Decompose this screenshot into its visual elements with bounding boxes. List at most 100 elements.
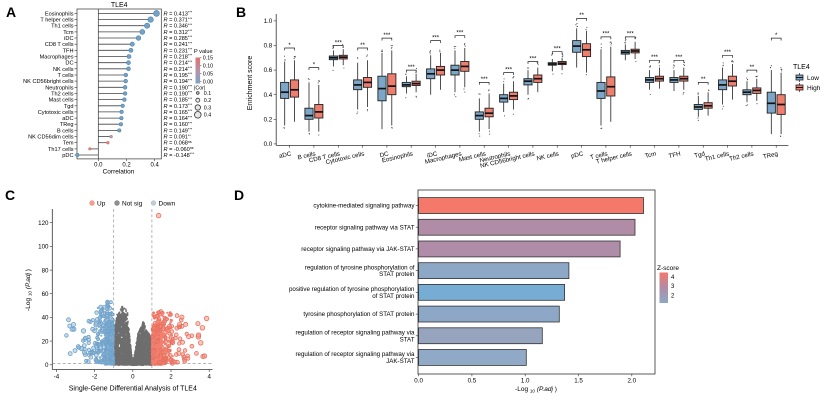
svg-text:***: *** bbox=[408, 65, 416, 71]
svg-text:120: 120 bbox=[38, 220, 49, 227]
svg-text:Neutrophils: Neutrophils bbox=[45, 85, 73, 91]
svg-text:R = 0.068ns: R = 0.068ns bbox=[164, 140, 192, 147]
svg-text:R = -0.060ns: R = -0.060ns bbox=[164, 146, 194, 153]
svg-text:**: ** bbox=[750, 65, 755, 71]
svg-text:Low: Low bbox=[807, 75, 819, 82]
svg-text:TLE4: TLE4 bbox=[793, 64, 810, 71]
svg-text:Up: Up bbox=[97, 200, 106, 207]
svg-text:pDC: pDC bbox=[62, 153, 73, 159]
svg-text:Single-Gene Differential Analy: Single-Gene Differential Analysis of TLE… bbox=[69, 386, 197, 393]
svg-text:TReg: TReg bbox=[60, 122, 74, 128]
svg-text:Macrophages: Macrophages bbox=[40, 55, 74, 61]
svg-text:***: *** bbox=[627, 32, 635, 38]
svg-text:*: * bbox=[313, 62, 316, 68]
svg-text:Tcm: Tcm bbox=[644, 151, 657, 160]
svg-text:***: *** bbox=[651, 55, 659, 61]
svg-text:0.2: 0.2 bbox=[264, 116, 273, 123]
svg-text:R = 0.231***: R = 0.231*** bbox=[164, 48, 193, 55]
svg-text:|Cor|: |Cor| bbox=[194, 86, 205, 92]
svg-text:TFH: TFH bbox=[668, 151, 681, 161]
svg-text:B cells: B cells bbox=[297, 151, 316, 162]
svg-text:80: 80 bbox=[42, 267, 49, 274]
svg-text:TReg: TReg bbox=[762, 150, 779, 160]
svg-text:NK cells: NK cells bbox=[53, 67, 74, 73]
svg-text:***: *** bbox=[481, 77, 489, 83]
svg-text:R = 0.164***: R = 0.164*** bbox=[164, 115, 193, 122]
svg-text:R = 0.160***: R = 0.160*** bbox=[164, 121, 193, 128]
svg-text:Th2 cells: Th2 cells bbox=[51, 92, 74, 98]
svg-text:DC: DC bbox=[379, 150, 390, 159]
svg-text:***: *** bbox=[335, 40, 343, 46]
svg-text:C: C bbox=[5, 187, 15, 203]
svg-text:**: ** bbox=[701, 77, 706, 83]
svg-text:High: High bbox=[807, 85, 821, 92]
svg-text:R = 0.149***: R = 0.149*** bbox=[164, 128, 193, 135]
svg-text:R = 0.214***: R = 0.214*** bbox=[164, 60, 193, 67]
svg-text:0.00: 0.00 bbox=[203, 79, 213, 85]
svg-text:0.3: 0.3 bbox=[204, 105, 211, 111]
svg-text:*: * bbox=[775, 33, 778, 39]
svg-text:Th1 cells: Th1 cells bbox=[704, 151, 730, 163]
svg-text:T helper cells: T helper cells bbox=[40, 18, 73, 24]
svg-text:***: *** bbox=[383, 33, 391, 39]
svg-text:20: 20 bbox=[42, 338, 49, 345]
svg-text:Tgd: Tgd bbox=[64, 104, 74, 110]
svg-text:P value: P value bbox=[194, 49, 213, 55]
svg-text:***: *** bbox=[554, 47, 562, 53]
svg-text:***: *** bbox=[505, 67, 513, 73]
svg-text:pDC: pDC bbox=[570, 150, 584, 160]
svg-text:0.1: 0.1 bbox=[204, 91, 211, 97]
svg-text:R = 0.214***: R = 0.214*** bbox=[164, 66, 193, 73]
svg-text:R = 0.371***: R = 0.371*** bbox=[164, 17, 193, 24]
svg-text:R = 0.091**: R = 0.091** bbox=[164, 134, 192, 141]
svg-text:Tgd: Tgd bbox=[694, 150, 707, 159]
svg-text:R = 0.346***: R = 0.346*** bbox=[164, 23, 193, 30]
svg-text:R = 0.241***: R = 0.241*** bbox=[164, 41, 193, 48]
svg-text:-2: -2 bbox=[92, 373, 98, 380]
svg-text:60: 60 bbox=[42, 291, 49, 298]
svg-text:R = 0.312***: R = 0.312*** bbox=[164, 29, 193, 36]
svg-text:0.8: 0.8 bbox=[264, 43, 273, 50]
svg-text:0.2: 0.2 bbox=[122, 163, 131, 169]
svg-text:NK CD56dim cells: NK CD56dim cells bbox=[28, 135, 74, 141]
svg-text:R = 0.218***: R = 0.218*** bbox=[164, 54, 193, 61]
svg-text:0.4: 0.4 bbox=[204, 113, 211, 119]
svg-text:0.0: 0.0 bbox=[264, 141, 273, 148]
svg-text:NK cells: NK cells bbox=[536, 151, 560, 163]
svg-text:40: 40 bbox=[42, 315, 49, 322]
svg-text:R = 0.190***: R = 0.190*** bbox=[164, 85, 193, 92]
svg-text:***: *** bbox=[529, 56, 537, 62]
svg-text:100: 100 bbox=[38, 244, 49, 251]
svg-text:R = 0.173***: R = 0.173*** bbox=[164, 103, 193, 110]
svg-text:R = 0.285***: R = 0.285*** bbox=[164, 35, 193, 42]
svg-text:**: ** bbox=[579, 13, 584, 19]
svg-text:R = 0.413***: R = 0.413*** bbox=[164, 11, 193, 18]
svg-text:R = 0.190***: R = 0.190*** bbox=[164, 91, 193, 98]
svg-text:0.6: 0.6 bbox=[264, 67, 273, 74]
svg-text:Correlation: Correlation bbox=[103, 169, 135, 176]
svg-text:aDC: aDC bbox=[62, 116, 73, 122]
svg-text:0: 0 bbox=[45, 362, 49, 369]
svg-text:1.0: 1.0 bbox=[264, 18, 273, 25]
svg-text:Not sig: Not sig bbox=[122, 200, 143, 207]
svg-text:0.2: 0.2 bbox=[204, 98, 211, 104]
svg-text:iDC: iDC bbox=[426, 150, 438, 159]
svg-text:Th2 cells: Th2 cells bbox=[729, 151, 755, 163]
svg-text:Eosinophils: Eosinophils bbox=[45, 11, 74, 17]
svg-text:***: *** bbox=[456, 31, 464, 37]
svg-text:TLE4: TLE4 bbox=[111, 2, 128, 9]
svg-text:-4: -4 bbox=[54, 373, 60, 380]
svg-text:TFH: TFH bbox=[63, 48, 74, 54]
svg-text:0.0: 0.0 bbox=[94, 163, 103, 169]
svg-text:0: 0 bbox=[131, 373, 135, 380]
svg-text:***: *** bbox=[602, 32, 610, 38]
svg-text:R = 0.195***: R = 0.195*** bbox=[164, 72, 193, 79]
svg-text:***: *** bbox=[724, 50, 732, 56]
svg-text:R = 0.185***: R = 0.185*** bbox=[164, 97, 193, 104]
svg-text:Tcm: Tcm bbox=[63, 30, 74, 36]
svg-text:Cytotoxic cells: Cytotoxic cells bbox=[38, 110, 74, 116]
svg-text:R = 0.165***: R = 0.165*** bbox=[164, 109, 193, 116]
svg-text:iDC: iDC bbox=[64, 36, 73, 42]
svg-text:0.10: 0.10 bbox=[203, 64, 213, 70]
svg-text:0.4: 0.4 bbox=[151, 163, 160, 169]
